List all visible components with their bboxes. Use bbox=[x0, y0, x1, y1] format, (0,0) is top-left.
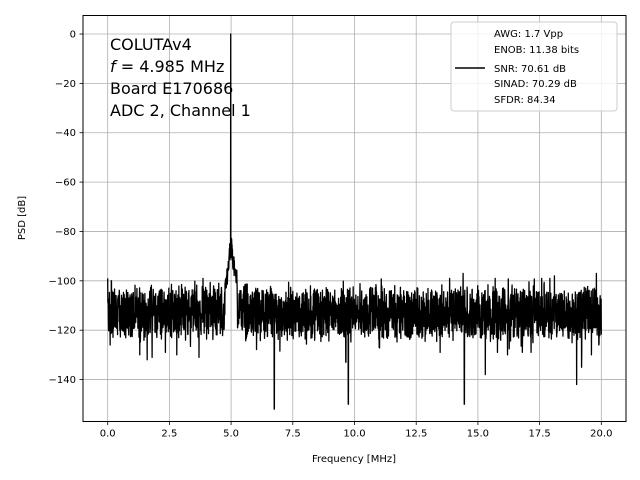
legend-entry-5: SFDR: 84.34 bbox=[494, 95, 556, 106]
legend-entry-3: SNR: 70.61 dB bbox=[494, 64, 566, 75]
y-axis: 0 −20 −40 −60 −80 −100 −120 −140 bbox=[49, 30, 83, 386]
x-tick-label: 2.5 bbox=[161, 429, 177, 440]
x-tick-label: 20.0 bbox=[590, 429, 612, 440]
x-tick-label: 12.5 bbox=[405, 429, 427, 440]
y-tick-label: −20 bbox=[55, 79, 76, 90]
x-tick-label: 7.5 bbox=[285, 429, 301, 440]
annotation-line-4: ADC 2, Channel 1 bbox=[110, 101, 251, 120]
grid bbox=[83, 15, 626, 422]
psd-line bbox=[107, 33, 602, 410]
y-tick-label: −80 bbox=[55, 227, 76, 238]
x-tick-label: 15.0 bbox=[467, 429, 489, 440]
y-tick-label: −120 bbox=[49, 326, 76, 337]
x-tick-label: 0.0 bbox=[100, 429, 116, 440]
y-tick-label: −40 bbox=[55, 128, 76, 139]
legend-entry-1: AWG: 1.7 Vpp bbox=[494, 29, 563, 40]
legend-entry-2: ENOB: 11.38 bits bbox=[494, 45, 579, 56]
x-tick-label: 17.5 bbox=[528, 429, 550, 440]
x-axis-label: Frequency [MHz] bbox=[312, 454, 396, 465]
y-tick-label: 0 bbox=[70, 30, 76, 41]
legend: AWG: 1.7 Vpp ENOB: 11.38 bits SNR: 70.61… bbox=[450, 21, 618, 112]
y-tick-label: −60 bbox=[55, 178, 76, 189]
legend-frame bbox=[450, 21, 618, 112]
annotation-line-3: Board E170686 bbox=[110, 79, 233, 98]
y-tick-label: −140 bbox=[49, 375, 76, 386]
annotation-line-2: f = 4.985 MHz bbox=[110, 57, 224, 76]
x-tick-label: 10.0 bbox=[343, 429, 365, 440]
psd-series bbox=[107, 33, 602, 410]
x-axis: 0.0 2.5 5.0 7.5 10.0 12.5 15.0 17.5 20.0 bbox=[100, 421, 612, 440]
x-tick-label: 5.0 bbox=[223, 429, 239, 440]
annotation-line-1: COLUTAv4 bbox=[110, 35, 192, 54]
legend-entry-4: SINAD: 70.29 dB bbox=[494, 79, 577, 90]
annotation-box: COLUTAv4 f = 4.985 MHz Board E170686 ADC… bbox=[110, 35, 251, 120]
y-tick-label: −100 bbox=[49, 276, 76, 287]
y-axis-label: PSD [dB] bbox=[17, 196, 28, 240]
